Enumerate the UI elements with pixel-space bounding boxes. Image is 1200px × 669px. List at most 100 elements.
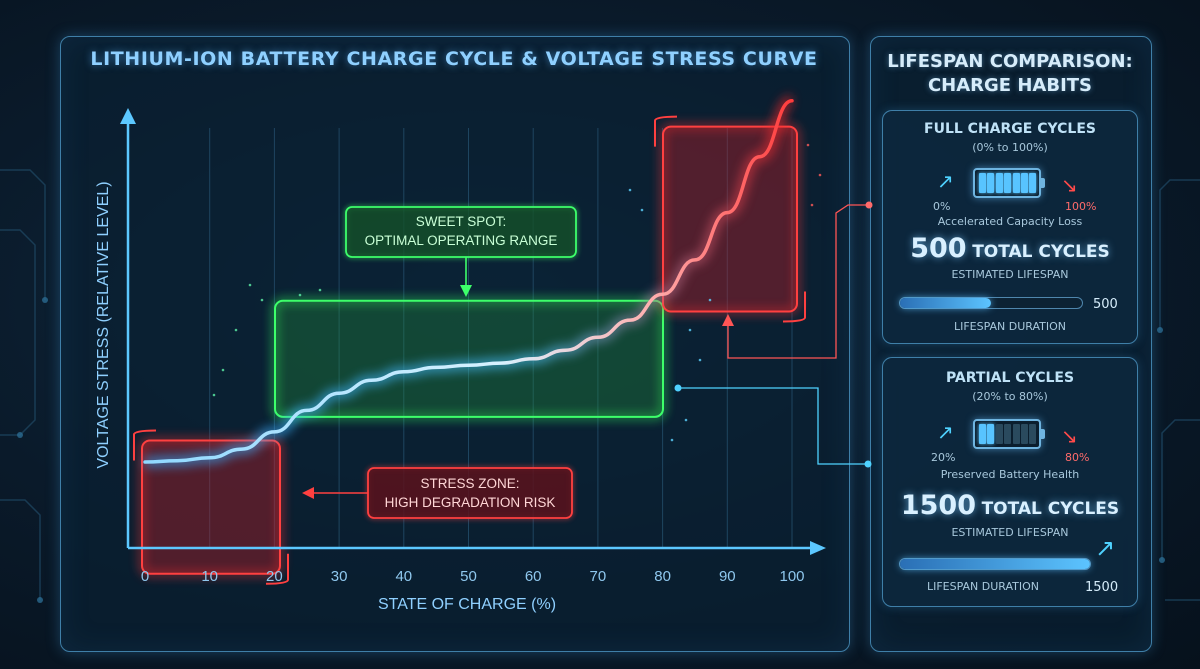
high-stress-zone-bracket — [654, 115, 678, 147]
partial-end-pct: 80% — [1065, 451, 1090, 464]
battery-cell — [1029, 424, 1037, 444]
x-tick-label: 40 — [395, 568, 412, 585]
curve-point — [403, 371, 405, 373]
x-tick-label: 90 — [719, 568, 736, 585]
curve-point — [144, 461, 146, 463]
stress-zone-pointer-arrow — [302, 487, 314, 499]
curve-point — [565, 349, 567, 351]
battery-cell — [1012, 173, 1020, 193]
battery-icon-full — [973, 168, 1045, 198]
stress-zone-label: HIGH DEGRADATION RISK — [385, 495, 556, 510]
sweet-spot-zone — [274, 299, 664, 418]
curve-point — [791, 100, 793, 102]
partial-lifespan-label: ESTIMATED LIFESPAN — [951, 526, 1069, 539]
full-total-cycles: 500 TOTAL CYCLES — [883, 233, 1137, 264]
sparkle — [318, 288, 322, 292]
full-bar-value: 500 — [1093, 297, 1118, 312]
x-tick-label: 20 — [266, 568, 283, 585]
partial-lifespan-bar-fill — [900, 559, 1090, 569]
arrow-up-icon: ↗ — [937, 169, 954, 193]
partial-bar-value: 1500 — [1085, 580, 1119, 595]
sparkle — [234, 328, 238, 332]
partial-cycles-label: TOTAL CYCLES — [981, 499, 1120, 519]
low-stress-zone-bracket — [265, 553, 289, 585]
curve-point — [629, 319, 631, 321]
full-lifespan-label: ESTIMATED LIFESPAN — [951, 268, 1069, 281]
sparkle — [810, 203, 814, 207]
partial-cycles-number: 1500 — [900, 490, 976, 521]
full-charge-card: FULL CHARGE CYCLES (0% to 100%) ↗ ↘ 0% 1… — [882, 110, 1138, 344]
x-tick-label: 30 — [331, 568, 348, 585]
y-axis-label: VOLTAGE STRESS (RELATIVE LEVEL) — [95, 181, 112, 468]
sparkle — [688, 328, 692, 332]
curve-point — [274, 431, 276, 433]
x-tick-label: 80 — [654, 568, 671, 585]
sweet-spot-label: SWEET SPOT: — [416, 214, 507, 229]
curve-point — [371, 380, 373, 382]
partial-lifespan-bar — [899, 558, 1091, 570]
low-stress-zone-bracket — [133, 429, 157, 461]
partial-card-range: (20% to 80%) — [972, 390, 1048, 403]
sparkle — [212, 393, 216, 397]
arrow-down-icon: ↘ — [1061, 424, 1078, 448]
battery-cell — [979, 173, 986, 193]
sweet-spot-pointer-arrow — [460, 285, 472, 297]
curve-point — [500, 362, 502, 364]
x-tick-label: 60 — [525, 568, 542, 585]
partial-bar-label: LIFESPAN DURATION — [926, 580, 1040, 593]
battery-cell — [995, 173, 1003, 193]
x-axis-arrow — [810, 541, 826, 555]
sparkle — [818, 173, 822, 177]
curve-point — [177, 460, 179, 462]
curve-point — [241, 448, 243, 450]
x-tick-label: 0 — [141, 568, 149, 585]
sparkle — [298, 293, 302, 297]
curve-point — [435, 367, 437, 369]
battery-icon-partial — [973, 419, 1045, 449]
full-card-title: FULL CHARGE CYCLES — [924, 121, 1096, 137]
partial-start-pct: 20% — [931, 451, 956, 464]
lifespan-panel-title: LIFESPAN COMPARISON: CHARGE HABITS — [870, 50, 1150, 98]
sparkle — [698, 358, 702, 362]
full-end-pct: 100% — [1065, 200, 1097, 213]
full-cycles-number: 500 — [910, 233, 967, 264]
curve-point — [306, 410, 308, 412]
x-tick-label: 10 — [201, 568, 218, 585]
sparkle — [260, 298, 264, 302]
partial-card-title: PARTIAL CYCLES — [945, 370, 1075, 386]
chart-title: LITHIUM-ION BATTERY CHARGE CYCLE & VOLTA… — [90, 48, 818, 70]
curve-point — [209, 457, 211, 459]
y-axis-arrow — [120, 108, 136, 124]
full-bar-label: LIFESPAN DURATION — [953, 320, 1067, 333]
arrow-down-icon: ↘ — [1061, 173, 1078, 197]
voltage-stress-curve — [143, 99, 794, 464]
partial-cycles-card: PARTIAL CYCLES (20% to 80%) ↗ ↘ 20% 80% … — [882, 357, 1138, 607]
battery-cell — [987, 173, 995, 193]
sparkle — [628, 188, 632, 192]
curve-point — [532, 358, 534, 360]
battery-cell — [1021, 424, 1028, 444]
curve-point — [468, 364, 470, 366]
curve-point — [597, 337, 599, 339]
sparkle — [708, 298, 712, 302]
sparkle — [640, 208, 644, 212]
full-card-range: (0% to 100%) — [972, 141, 1048, 154]
battery-cell — [1029, 173, 1037, 193]
curve-point — [338, 392, 340, 394]
x-axis-label: STATE OF CHARGE (%) — [378, 596, 556, 613]
chart-panel — [60, 36, 850, 652]
low-stress-zone — [141, 439, 281, 575]
full-cycles-label: TOTAL CYCLES — [972, 242, 1110, 262]
battery-cell — [1012, 424, 1020, 444]
battery-cell — [1004, 173, 1012, 193]
x-tick-label: 50 — [460, 568, 477, 585]
arrow-up-icon: ↗ — [937, 420, 954, 444]
partial-total-cycles: 1500 TOTAL CYCLES — [883, 490, 1137, 521]
voltage-stress-chart: 0 10 20 30 40 50 60 70 80 90 100 SWEET SPOT: OPTIMA… — [95, 94, 826, 613]
curve-point — [759, 156, 761, 158]
sweet-spot-callout — [345, 206, 577, 258]
full-lifespan-bar-fill — [900, 298, 991, 308]
battery-cell — [1021, 173, 1028, 193]
battery-cell — [979, 424, 986, 444]
